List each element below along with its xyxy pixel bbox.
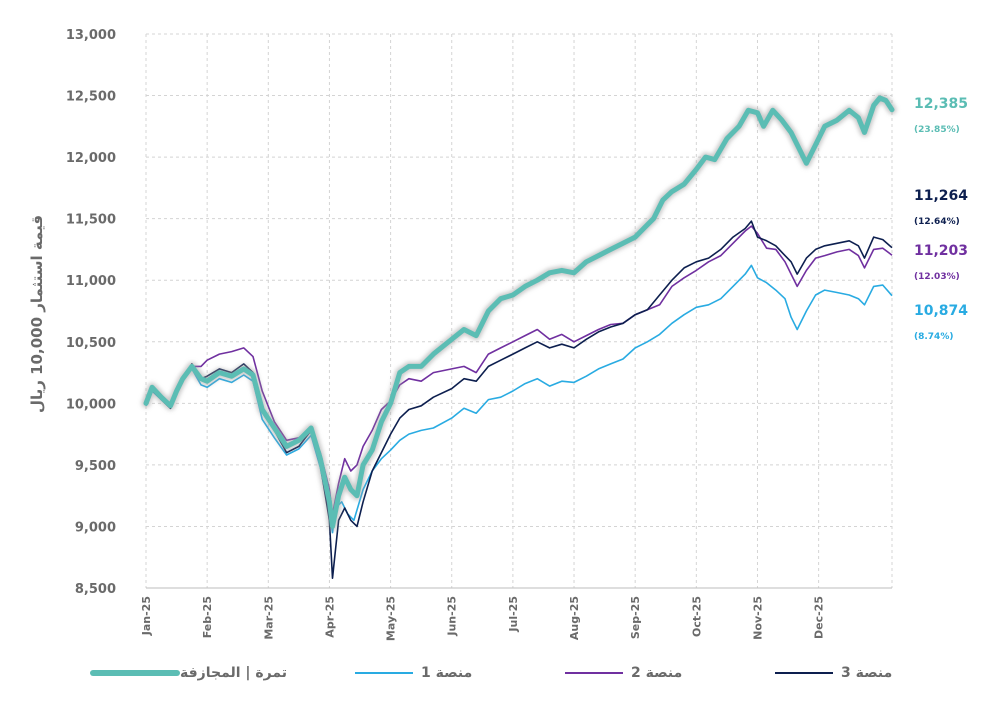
x-tick-label: Jul-25: [507, 596, 520, 633]
legend-swatch-platform-3: [775, 672, 833, 674]
end-labels: 12,385 (23.85%) 11,264 (12.64%) 11,203 (…: [914, 96, 968, 342]
legend-item-platform-1: منصة 1: [355, 660, 472, 686]
y-tick-label: 8,500: [75, 582, 116, 597]
y-tick-label: 13,000: [66, 28, 116, 43]
end-pct-platform-3: (12.64%): [914, 217, 960, 227]
legend-swatch-platform-1: [355, 672, 413, 674]
x-axis: Jan-25 Feb-25 Mar-25 Apr-25 May-25 Jun-25 Jul-…: [140, 596, 826, 641]
legend-label-platform-3: منصة 3: [841, 665, 893, 681]
series-lines: [141, 93, 897, 579]
legend-item-tamra: تمرة | المجازفة: [82, 660, 287, 686]
x-tick-label: Apr-25: [323, 596, 336, 638]
x-tick-label: Nov-25: [751, 596, 764, 640]
x-tick-label: Mar-25: [262, 596, 275, 640]
end-value-platform-1: 10,874: [914, 303, 968, 319]
legend-label-platform-1: منصة 1: [421, 665, 473, 681]
x-tick-label: Jun-25: [446, 596, 459, 637]
y-tick-label: 11,000: [66, 274, 116, 289]
y-tick-label: 10,500: [66, 336, 116, 351]
end-value-tamra: 12,385: [914, 96, 968, 112]
y-tick-label: 10,000: [66, 397, 116, 412]
legend-item-platform-2: منصة 2: [565, 660, 682, 686]
x-tick-label: Oct-25: [690, 596, 703, 637]
end-value-platform-3: 11,264: [914, 188, 968, 204]
y-tick-label: 12,500: [66, 90, 116, 105]
end-pct-tamra: (23.85%): [914, 125, 960, 135]
x-tick-label: Jan-25: [140, 596, 153, 636]
legend-item-platform-3: منصة 3: [775, 660, 892, 686]
grid: [145, 33, 893, 589]
y-tick-label: 11,500: [66, 213, 116, 228]
end-value-platform-2: 11,203: [914, 243, 968, 259]
end-pct-platform-2: (12.03%): [914, 272, 960, 282]
legend-label-platform-2: منصة 2: [631, 665, 683, 681]
y-axis: 8,500 9,000 9,500 10,000 10,500 11,000 11,500 1…: [66, 28, 116, 597]
x-tick-label: Feb-25: [201, 596, 214, 638]
y-tick-label: 9,500: [75, 459, 116, 474]
series-line-platform-2: [145, 225, 893, 515]
end-pct-platform-1: (8.74%): [914, 332, 953, 342]
x-tick-label: May-25: [385, 596, 398, 641]
x-tick-label: Sep-25: [629, 596, 642, 639]
y-tick-label: 9,000: [75, 520, 116, 535]
x-tick-label: Dec-25: [813, 596, 826, 639]
series-glow-tamra: [141, 93, 897, 531]
x-tick-label: Aug-25: [568, 596, 581, 640]
y-axis-label: قيمة استثمار 10,000 ريال: [28, 215, 46, 413]
legend-swatch-platform-2: [565, 672, 623, 674]
legend-swatch-tamra: [90, 670, 180, 676]
y-tick-label: 12,000: [66, 151, 116, 166]
legend-label-tamra: تمرة | المجازفة: [180, 665, 287, 681]
series-line-tamra: [143, 95, 895, 529]
